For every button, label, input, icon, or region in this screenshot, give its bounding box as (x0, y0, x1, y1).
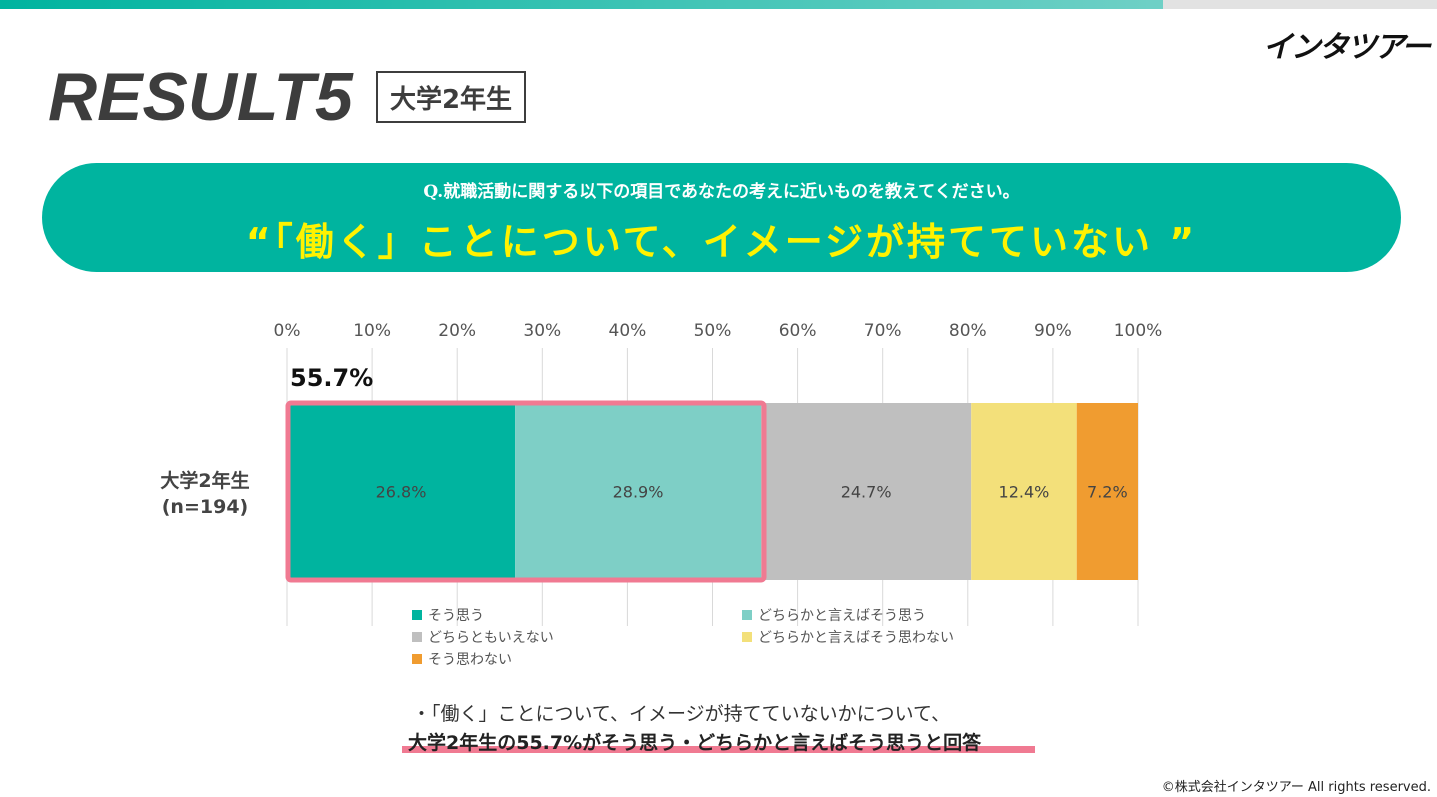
highlight-total-label: 55.7% (290, 364, 374, 392)
legend-label: どちらともいえない (428, 630, 554, 646)
legend-item: そう思う (412, 605, 484, 625)
copyright-text: ©株式会社インタツアー All rights reserved. (1161, 780, 1431, 795)
bar-data-label: 7.2% (1087, 483, 1128, 502)
x-tick-label: 60% (779, 321, 817, 341)
x-tick-label: 40% (609, 321, 647, 341)
bar-segment-3 (761, 403, 972, 580)
bar-data-label: 24.7% (841, 483, 892, 502)
legend-item: どちらともいえない (412, 627, 554, 647)
category-label-line2: (n=194) (161, 496, 249, 518)
legend-label: そう思う (428, 608, 484, 624)
summary-highlight-underline (402, 746, 1035, 753)
x-tick-label: 100% (1114, 321, 1163, 341)
x-tick-label: 0% (274, 321, 301, 341)
legend-swatch (742, 610, 752, 620)
legend-label: どちらかと言えばそう思う (758, 608, 926, 624)
x-tick-label: 30% (523, 321, 561, 341)
legend-label: どちらかと言えばそう思わない (758, 630, 954, 646)
question-text: Q.就職活動に関する以下の項目であなたの考えに近いものを教えてください。 (423, 182, 1020, 202)
bar-data-label: 28.9% (613, 483, 664, 502)
x-tick-label: 50% (694, 321, 732, 341)
legend-swatch (412, 654, 422, 664)
bar-data-label: 12.4% (999, 483, 1050, 502)
legend-item: どちらかと言えばそう思わない (742, 627, 954, 647)
x-tick-label: 90% (1034, 321, 1072, 341)
legend-swatch (412, 632, 422, 642)
x-tick-label: 70% (864, 321, 902, 341)
x-tick-label: 80% (949, 321, 987, 341)
x-tick-label: 20% (438, 321, 476, 341)
legend-swatch (742, 632, 752, 642)
legend-item: どちらかと言えばそう思う (742, 605, 926, 625)
legend-item: そう思わない (412, 649, 512, 669)
bar-segment-4 (971, 403, 1077, 580)
bar-data-label: 26.8% (376, 483, 427, 502)
brand-logo: インタツアー (1262, 30, 1431, 65)
legend-swatch (412, 610, 422, 620)
legend-label: そう思わない (428, 652, 512, 668)
grade-badge: 大学2年生 (376, 71, 526, 123)
top-accent-bar-fill (0, 0, 1163, 9)
bar-segment-1 (287, 403, 516, 580)
bar-segment-2 (515, 403, 762, 580)
question-statement: “「働く」ことについて、イメージが持てていない ” (245, 220, 1198, 264)
summary-line-1: ・「働く」ことについて、イメージが持てていないかについて、 (412, 703, 951, 725)
highlight-box (285, 400, 767, 583)
category-label-line1: 大学2年生 (160, 470, 250, 492)
bar-segment-5 (1076, 403, 1138, 580)
summary-line-2: 大学2年生の55.7%がそう思う・どちらかと言えばそう思うと回答 (408, 732, 982, 754)
top-accent-bar (0, 0, 1437, 9)
category-label: 大学2年生 (n=194) (140, 468, 270, 520)
x-tick-label: 10% (353, 321, 391, 341)
page-title: RESULT5 (48, 59, 353, 135)
question-banner: Q.就職活動に関する以下の項目であなたの考えに近いものを教えてください。 “「働… (42, 163, 1401, 272)
